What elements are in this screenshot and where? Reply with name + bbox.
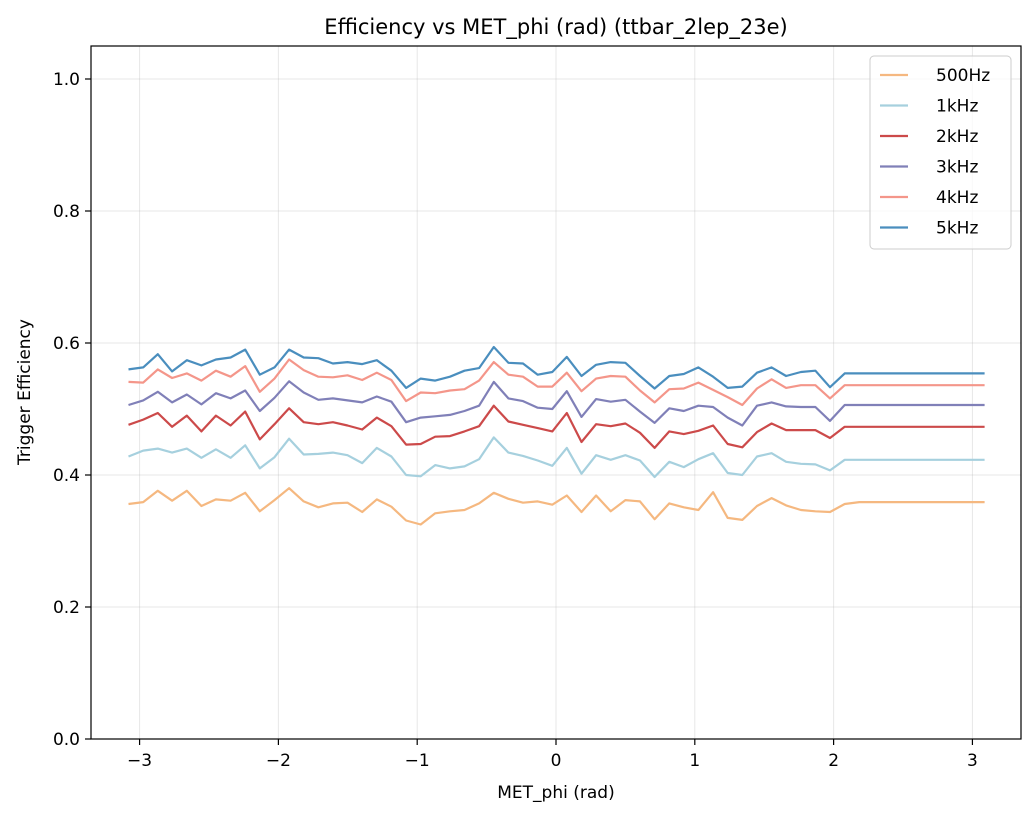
y-axis: 0.0 0.2 0.4 0.6 0.8 1.0 — [53, 70, 91, 750]
y-tick-label: 0.4 — [53, 466, 80, 486]
y-tick-label: 1.0 — [53, 70, 80, 90]
series-lines — [128, 345, 985, 526]
x-tick-label: −1 — [405, 751, 430, 771]
chart-title: Efficiency vs MET_phi (rad) (ttbar_2lep_… — [324, 15, 787, 40]
x-tick-label: 2 — [828, 751, 839, 771]
series-line-5kHz — [128, 345, 985, 390]
legend-label: 4kHz — [936, 188, 978, 208]
x-tick-label: −2 — [266, 751, 291, 771]
series-line-3kHz — [128, 380, 985, 427]
series-line-1kHz — [128, 436, 985, 479]
legend-label: 2kHz — [936, 127, 978, 147]
x-tick-label: −3 — [127, 751, 152, 771]
x-axis: −3 −2 −1 0 1 2 3 — [127, 739, 978, 771]
legend-label: 1kHz — [936, 97, 978, 117]
series-line-4kHz — [128, 358, 985, 407]
x-tick-label: 0 — [551, 751, 562, 771]
series-line-500Hz — [128, 487, 985, 526]
legend-box — [869, 55, 1012, 250]
legend-label: 5kHz — [936, 219, 978, 239]
y-tick-label: 0.8 — [53, 202, 80, 222]
x-axis-label: MET_phi (rad) — [497, 783, 614, 803]
x-tick-label: 1 — [689, 751, 700, 771]
legend-label: 500Hz — [936, 66, 990, 86]
y-tick-label: 0.6 — [53, 334, 80, 354]
y-tick-label: 0.2 — [53, 598, 80, 618]
y-axis-label: Trigger Efficiency — [15, 319, 35, 466]
legend-label: 3kHz — [936, 158, 978, 178]
series-line-2kHz — [128, 404, 985, 449]
y-tick-label: 0.0 — [53, 730, 80, 750]
legend: 500Hz 1kHz 2kHz 3kHz 4kHz 5kHz — [869, 55, 1012, 250]
x-tick-label: 3 — [967, 751, 978, 771]
